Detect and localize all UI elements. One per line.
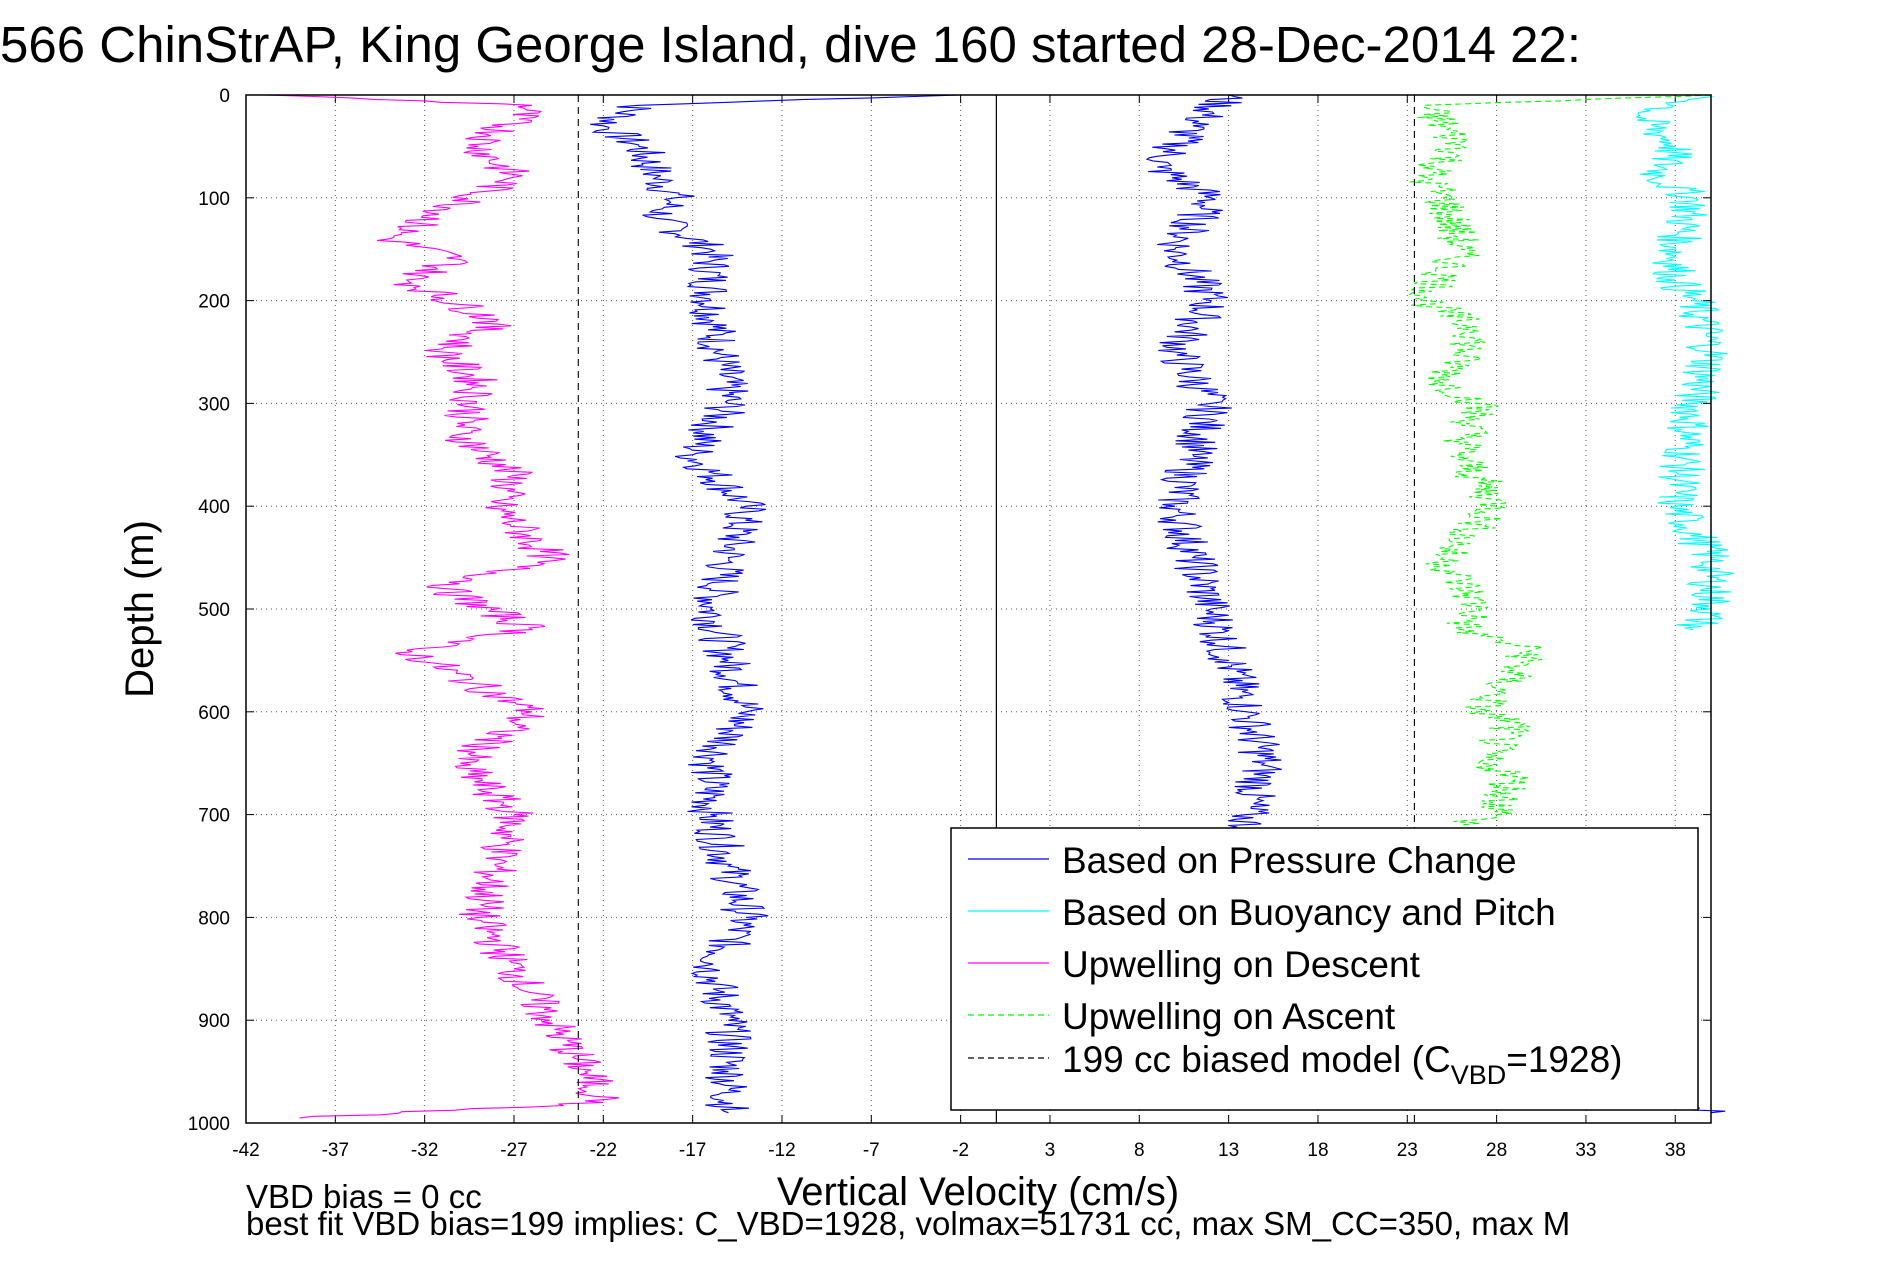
x-tick-label: -42 — [232, 1140, 259, 1161]
vbd-bias-note: VBD bias = 0 cc — [246, 1178, 482, 1215]
y-tick-label: 700 — [198, 806, 230, 827]
y-tick-label: 200 — [198, 292, 230, 313]
y-tick-label: 300 — [198, 394, 230, 415]
y-tick-label: 0 — [219, 86, 230, 107]
y-tick-label: 400 — [198, 497, 230, 518]
legend-label: Based on Buoyancy and Pitch — [1062, 892, 1556, 933]
x-tick-label: 33 — [1575, 1140, 1596, 1161]
y-tick-label: 500 — [198, 600, 230, 621]
y-axis-label: Depth (m) — [118, 520, 162, 698]
legend-label: Upwelling on Ascent — [1062, 996, 1396, 1037]
chart-title: 566 ChinStrAP, King George Island, dive … — [0, 16, 1581, 73]
y-tick-label: 800 — [198, 908, 230, 929]
series-1 — [1634, 94, 1734, 631]
x-tick-label: -22 — [590, 1140, 617, 1161]
legend: Based on Pressure Change Based on Buoyanc… — [950, 827, 1699, 1111]
x-tick-label: -32 — [411, 1140, 438, 1161]
x-tick-label: -2 — [952, 1140, 969, 1161]
series-line-1-0 — [1634, 94, 1734, 631]
series-line-0-0 — [590, 94, 961, 1114]
y-tick-labels: 0 100 200 300 400 500 600 700 800 900 1000 — [188, 86, 230, 1135]
x-tick-label: -17 — [679, 1140, 706, 1161]
y-tick-label: 1000 — [188, 1114, 230, 1135]
legend-label: 199 cc biased model (CVBD=1928) — [1062, 1039, 1622, 1090]
x-tick-label: 38 — [1665, 1140, 1686, 1161]
plot-frame — [245, 94, 1712, 1124]
x-tick-label: 13 — [1218, 1140, 1239, 1161]
x-axis-label: Vertical Velocity (cm/s) — [777, 1170, 1179, 1214]
legend-box — [950, 827, 1699, 1111]
x-tick-labels: -42 -37 -32 -27 -22 -17 -12 -7 -2 3 8 13 18 23 28 33 38 — [232, 1140, 1686, 1161]
x-tick-label: 3 — [1045, 1140, 1056, 1161]
y-tick-label: 900 — [198, 1011, 230, 1032]
x-tick-label: 18 — [1307, 1140, 1328, 1161]
x-tick-label: -37 — [322, 1140, 349, 1161]
legend-label: Upwelling on Descent — [1062, 944, 1421, 985]
series-line-2-0 — [263, 94, 619, 1119]
x-tick-label: 8 — [1134, 1140, 1145, 1161]
x-tick-label: 28 — [1486, 1140, 1507, 1161]
y-tick-label: 600 — [198, 703, 230, 724]
y-tick-label: 100 — [198, 189, 230, 210]
best-fit-note: best fit VBD bias=199 implies: C_VBD=192… — [246, 1205, 1570, 1242]
x-tick-label: -27 — [500, 1140, 527, 1161]
x-tick-label: 23 — [1397, 1140, 1418, 1161]
x-tick-label: -7 — [863, 1140, 880, 1161]
legend-label: Based on Pressure Change — [1062, 840, 1517, 881]
x-tick-label: -12 — [768, 1140, 795, 1161]
series-2 — [263, 94, 619, 1119]
